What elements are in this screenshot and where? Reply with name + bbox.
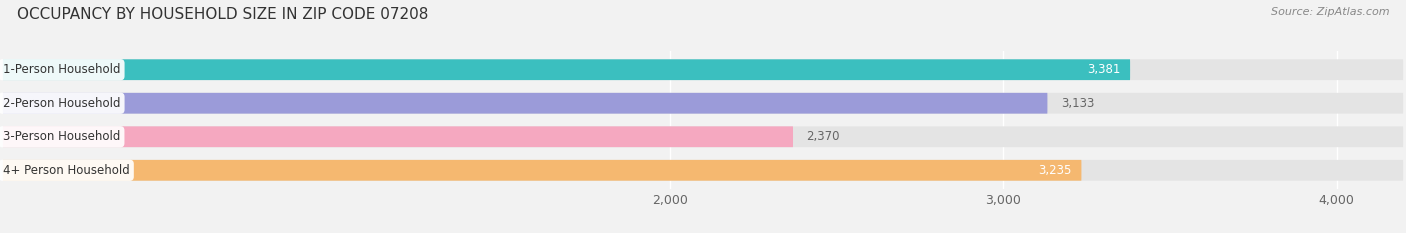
FancyBboxPatch shape — [3, 59, 1403, 80]
Text: 3,235: 3,235 — [1038, 164, 1071, 177]
Text: 4+ Person Household: 4+ Person Household — [3, 164, 129, 177]
Text: 3-Person Household: 3-Person Household — [3, 130, 121, 143]
Text: Source: ZipAtlas.com: Source: ZipAtlas.com — [1271, 7, 1389, 17]
FancyBboxPatch shape — [3, 93, 1403, 114]
Text: OCCUPANCY BY HOUSEHOLD SIZE IN ZIP CODE 07208: OCCUPANCY BY HOUSEHOLD SIZE IN ZIP CODE … — [17, 7, 429, 22]
Text: 3,133: 3,133 — [1060, 97, 1094, 110]
FancyBboxPatch shape — [3, 160, 1403, 181]
Text: 2-Person Household: 2-Person Household — [3, 97, 121, 110]
Text: 3,381: 3,381 — [1087, 63, 1121, 76]
FancyBboxPatch shape — [3, 126, 1403, 147]
Text: 2,370: 2,370 — [807, 130, 839, 143]
FancyBboxPatch shape — [3, 126, 793, 147]
FancyBboxPatch shape — [3, 160, 1081, 181]
FancyBboxPatch shape — [3, 93, 1047, 114]
FancyBboxPatch shape — [3, 59, 1130, 80]
Text: 1-Person Household: 1-Person Household — [3, 63, 121, 76]
